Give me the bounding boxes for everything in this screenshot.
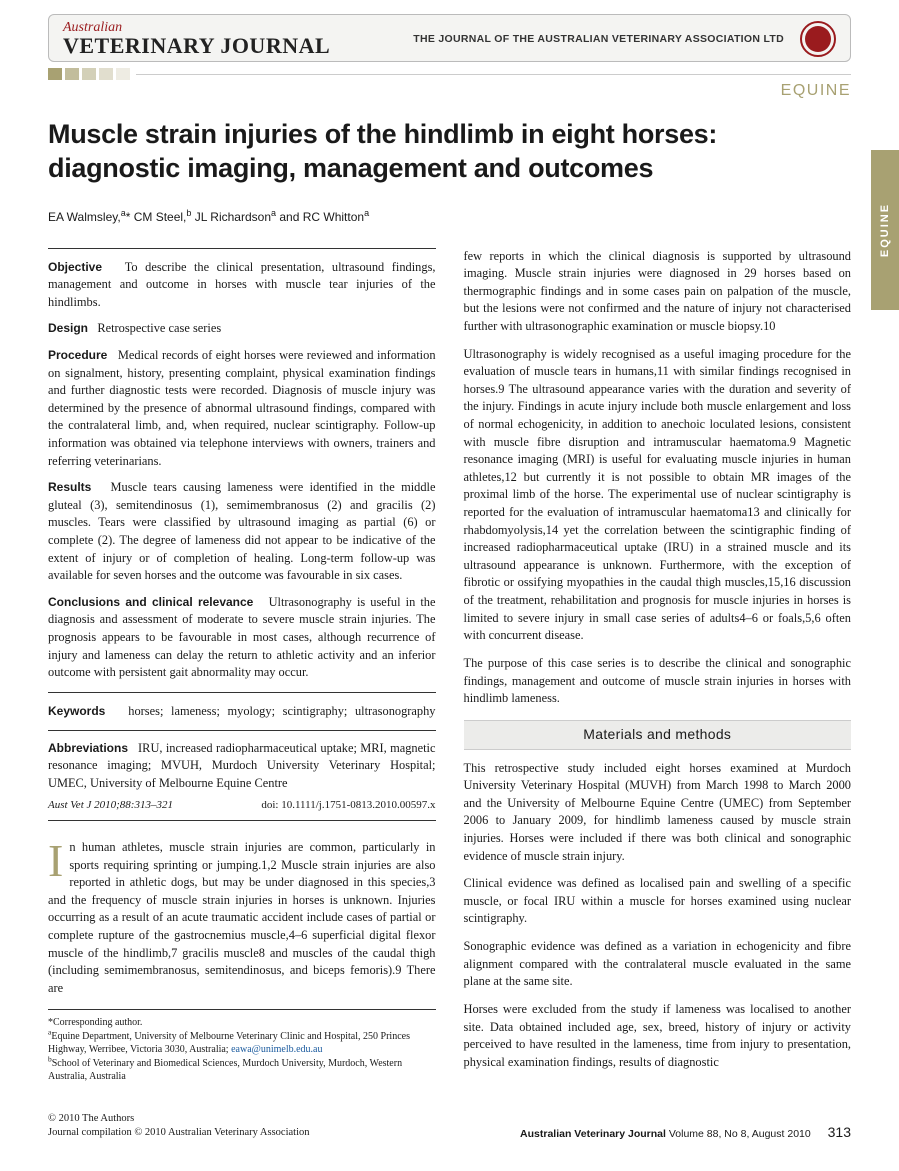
procedure-label: Procedure (48, 348, 107, 362)
citation-row: Aust Vet J 2010;88:313–321 doi: 10.1111/… (48, 798, 436, 821)
intro-paragraph-1: In human athletes, muscle strain injurie… (48, 839, 436, 997)
article-title: Muscle strain injuries of the hindlimb i… (48, 118, 851, 186)
page-number: 313 (828, 1124, 851, 1140)
page-footer: © 2010 The Authors Journal compilation ©… (48, 1112, 851, 1140)
keywords-block: Keywords horses; lameness; myology; scin… (48, 703, 436, 731)
body-paragraph: This retrospective study included eight … (464, 760, 852, 866)
copyright-line-2: Journal compilation © 2010 Australian Ve… (48, 1126, 310, 1140)
corresponding-author: *Corresponding author. (48, 1016, 436, 1030)
body-paragraph: Clinical evidence was defined as localis… (464, 875, 852, 928)
side-tab: EQUINE (871, 150, 899, 310)
authors: EA Walmsley,a* CM Steel,b JL Richardsona… (48, 210, 851, 224)
body-paragraph: Sonographic evidence was defined as a va… (464, 938, 852, 991)
section-tag: EQUINE (781, 82, 851, 100)
journal-subtitle: THE JOURNAL OF THE AUSTRALIAN VETERINARY… (413, 33, 784, 45)
affiliation-a: aEquine Department, University of Melbou… (48, 1031, 410, 1056)
keywords-text: horses; lameness; myology; scintigraphy;… (128, 704, 435, 718)
body-paragraph: few reports in which the clinical diagno… (464, 248, 852, 336)
abstract-block: Objective To describe the clinical prese… (48, 248, 436, 693)
results-label: Results (48, 480, 91, 494)
right-column: few reports in which the clinical diagno… (464, 248, 852, 1084)
footer-journal: Australian Veterinary Journal (520, 1128, 666, 1140)
footer-issue: Volume 88, No 8, August 2010 (666, 1128, 811, 1140)
design-text: Retrospective case series (97, 321, 221, 335)
journal-title-block: Australian VETERINARY JOURNAL (63, 21, 330, 57)
results-text: Muscle tears causing lameness were ident… (48, 480, 436, 582)
footnote-rule (48, 1009, 436, 1010)
objective-label: Objective (48, 260, 102, 274)
citation: Aust Vet J 2010;88:313–321 (48, 798, 173, 814)
side-tab-label: EQUINE (879, 203, 891, 257)
body-paragraph: Ultrasonography is widely recognised as … (464, 346, 852, 645)
doi: doi: 10.1111/j.1751-0813.2010.00597.x (261, 798, 435, 814)
body-paragraph: The purpose of this case series is to de… (464, 655, 852, 708)
journal-name: VETERINARY JOURNAL (63, 35, 330, 57)
abbrev-block: Abbreviations IRU, increased radiopharma… (48, 740, 436, 793)
body-paragraph: Horses were excluded from the study if l… (464, 1001, 852, 1071)
procedure-text: Medical records of eight horses were rev… (48, 348, 436, 468)
copyright-line-1: © 2010 The Authors (48, 1112, 310, 1126)
footnotes: *Corresponding author. aEquine Departmen… (48, 1016, 436, 1084)
materials-methods-heading: Materials and methods (464, 720, 852, 750)
abbrev-label: Abbreviations (48, 741, 128, 755)
header-right: THE JOURNAL OF THE AUSTRALIAN VETERINARY… (413, 21, 836, 57)
affiliation-b: bSchool of Veterinary and Biomedical Sci… (48, 1057, 436, 1084)
journal-header: Australian VETERINARY JOURNAL THE JOURNA… (48, 14, 851, 62)
author-email-link[interactable]: eawa@unimelb.edu.au (231, 1044, 322, 1055)
left-column: Objective To describe the clinical prese… (48, 248, 436, 1084)
accent-bar (48, 68, 851, 80)
objective-text: To describe the clinical presentation, u… (48, 260, 436, 309)
keywords-label: Keywords (48, 704, 105, 718)
design-label: Design (48, 321, 88, 335)
association-seal-icon (800, 21, 836, 57)
conclusions-label: Conclusions and clinical relevance (48, 595, 253, 609)
